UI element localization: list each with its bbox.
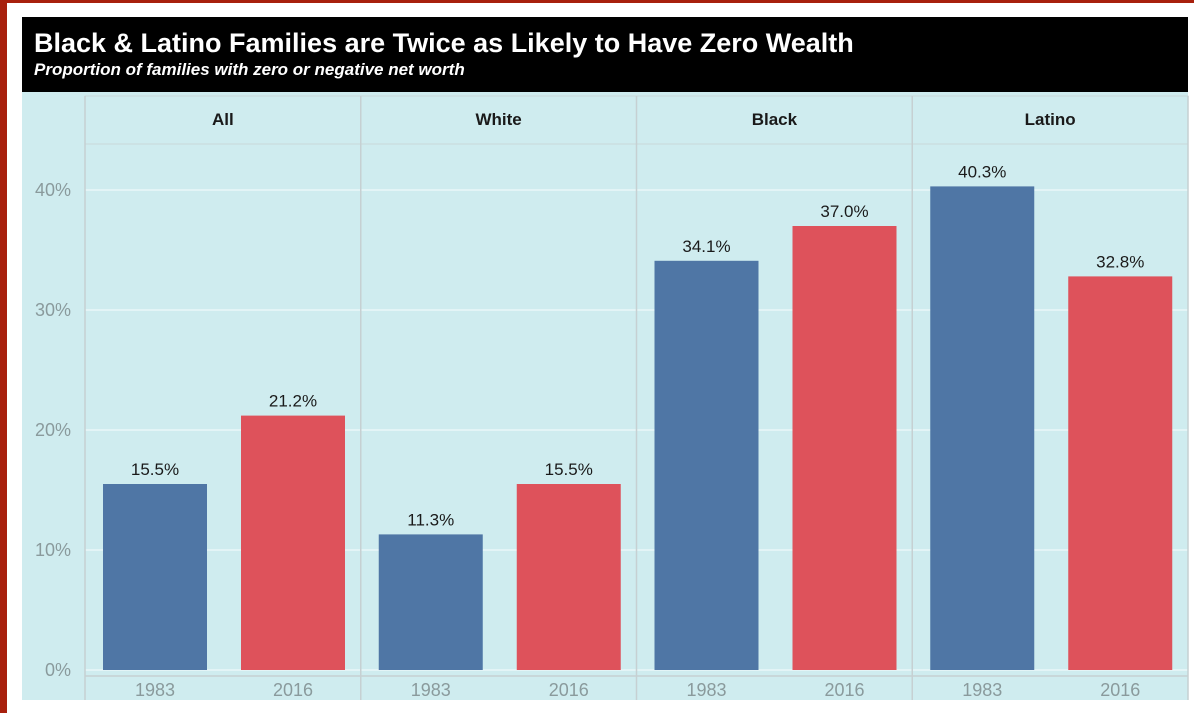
- y-tick-label: 0%: [45, 660, 71, 680]
- data-label: 40.3%: [958, 162, 1006, 181]
- bar-1983: [930, 186, 1035, 670]
- x-tick-label: 2016: [824, 680, 864, 700]
- x-tick-label: 2016: [549, 680, 589, 700]
- y-tick-label: 40%: [35, 180, 71, 200]
- y-tick-label: 30%: [35, 300, 71, 320]
- x-tick-label: 2016: [1100, 680, 1140, 700]
- data-label: 15.5%: [545, 460, 593, 479]
- x-tick-label: 1983: [686, 680, 726, 700]
- bar-2016: [241, 415, 345, 670]
- bar-1983: [378, 534, 483, 670]
- chart-subtitle: Proportion of families with zero or nega…: [34, 60, 465, 79]
- x-tick-label: 1983: [411, 680, 451, 700]
- frame-left-border: [0, 0, 7, 713]
- bar-2016: [516, 484, 621, 670]
- data-label: 15.5%: [131, 460, 179, 479]
- x-tick-label: 1983: [135, 680, 175, 700]
- x-tick-label: 2016: [273, 680, 313, 700]
- chart-title: Black & Latino Families are Twice as Lik…: [34, 28, 854, 58]
- facet-strip-label: White: [475, 110, 521, 129]
- data-label: 34.1%: [682, 237, 730, 256]
- bar-2016: [1068, 276, 1173, 670]
- y-tick-label: 10%: [35, 540, 71, 560]
- data-label: 21.2%: [269, 392, 317, 411]
- x-tick-label: 1983: [962, 680, 1002, 700]
- data-label: 37.0%: [820, 202, 868, 221]
- title-bar: Black & Latino Families are Twice as Lik…: [22, 17, 1188, 92]
- frame-top-border: [0, 0, 1194, 3]
- facet-strip-label: Latino: [1025, 110, 1076, 129]
- data-label: 11.3%: [407, 510, 454, 529]
- facet-strip-label: All: [212, 110, 234, 129]
- y-tick-label: 20%: [35, 420, 71, 440]
- bar-2016: [792, 226, 897, 670]
- bar-1983: [103, 484, 207, 670]
- data-label: 32.8%: [1096, 252, 1144, 271]
- facet-strip-label: Black: [752, 110, 798, 129]
- bar-1983: [654, 260, 759, 670]
